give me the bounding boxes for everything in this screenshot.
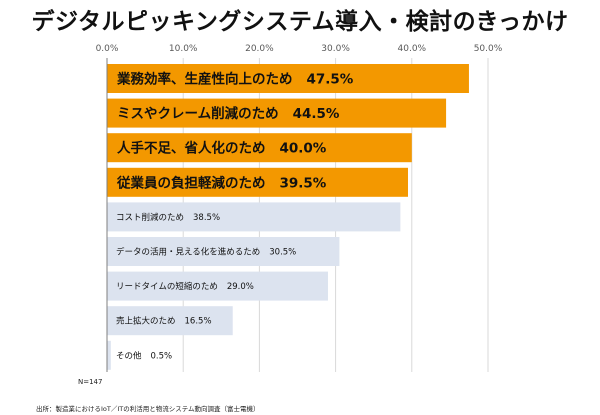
- bar-label: 売上拡大のため 16.5%: [116, 316, 212, 327]
- bar-label: ミスやクレーム削減のため 44.5%: [117, 105, 340, 122]
- data-label: 29.0%: [227, 282, 254, 292]
- bar-label: リードタイムの短縮のため 29.0%: [116, 281, 254, 292]
- bar-label: コスト削減のため 38.5%: [116, 212, 220, 223]
- sample-size-label: N=147: [78, 378, 103, 386]
- bar-label: データの活用・見える化を進めるため 30.5%: [116, 247, 296, 258]
- bar-label: その他 0.5%: [116, 350, 172, 361]
- x-axis-ticks: 0.0% 10.0% 20.0% 30.0% 40.0% 50.0%: [96, 44, 503, 54]
- category-label: リードタイムの短縮のため: [116, 281, 218, 292]
- bar-label: 従業員の負担軽減のため 39.5%: [116, 174, 327, 191]
- category-label: 売上拡大のため: [116, 316, 176, 327]
- category-label: その他: [116, 350, 142, 361]
- data-label: 44.5%: [293, 106, 340, 122]
- x-tick-label: 0.0%: [96, 44, 119, 54]
- x-tick-label: 10.0%: [169, 44, 198, 54]
- category-label: 人手不足、省人化のため: [117, 140, 266, 157]
- bar: [107, 202, 401, 232]
- category-label: 業務効率、生産性向上のため: [116, 71, 293, 88]
- category-label: データの活用・見える化を進めるため: [116, 247, 260, 258]
- bar: [107, 98, 447, 128]
- bars: 業務効率、生産性向上のため 47.5% ミスやクレーム削減のため 44.5% 人手不足、…: [107, 64, 469, 370]
- data-label: 40.0%: [280, 141, 327, 157]
- category-label: コスト削減のため: [116, 212, 184, 223]
- x-tick-label: 50.0%: [474, 44, 503, 54]
- bar: [107, 271, 328, 301]
- data-label: 30.5%: [269, 248, 296, 258]
- data-label: 38.5%: [193, 213, 220, 223]
- chart-title: デジタルピッキングシステム導入・検討のきっかけ: [31, 9, 569, 35]
- bar: [107, 133, 412, 163]
- data-label: 16.5%: [185, 317, 212, 327]
- x-tick-label: 20.0%: [245, 44, 274, 54]
- source-note: 出所：製造業におけるIoT／ITの利活用と物流システム動向調査（富士電機）: [36, 405, 260, 413]
- bar: [107, 237, 340, 266]
- x-tick-label: 40.0%: [398, 44, 427, 54]
- bar-label: 業務効率、生産性向上のため 47.5%: [116, 71, 354, 88]
- data-label: 0.5%: [151, 351, 173, 361]
- bar: [107, 340, 111, 370]
- category-label: ミスやクレーム削減のため: [117, 105, 279, 122]
- data-label: 39.5%: [280, 175, 327, 191]
- bar: [107, 167, 408, 197]
- data-label: 47.5%: [307, 72, 354, 88]
- bar-label: 人手不足、省人化のため 40.0%: [117, 140, 327, 157]
- x-tick-label: 30.0%: [321, 44, 350, 54]
- bar: [107, 306, 233, 336]
- category-label: 従業員の負担軽減のため: [116, 174, 266, 191]
- bar: [107, 64, 469, 93]
